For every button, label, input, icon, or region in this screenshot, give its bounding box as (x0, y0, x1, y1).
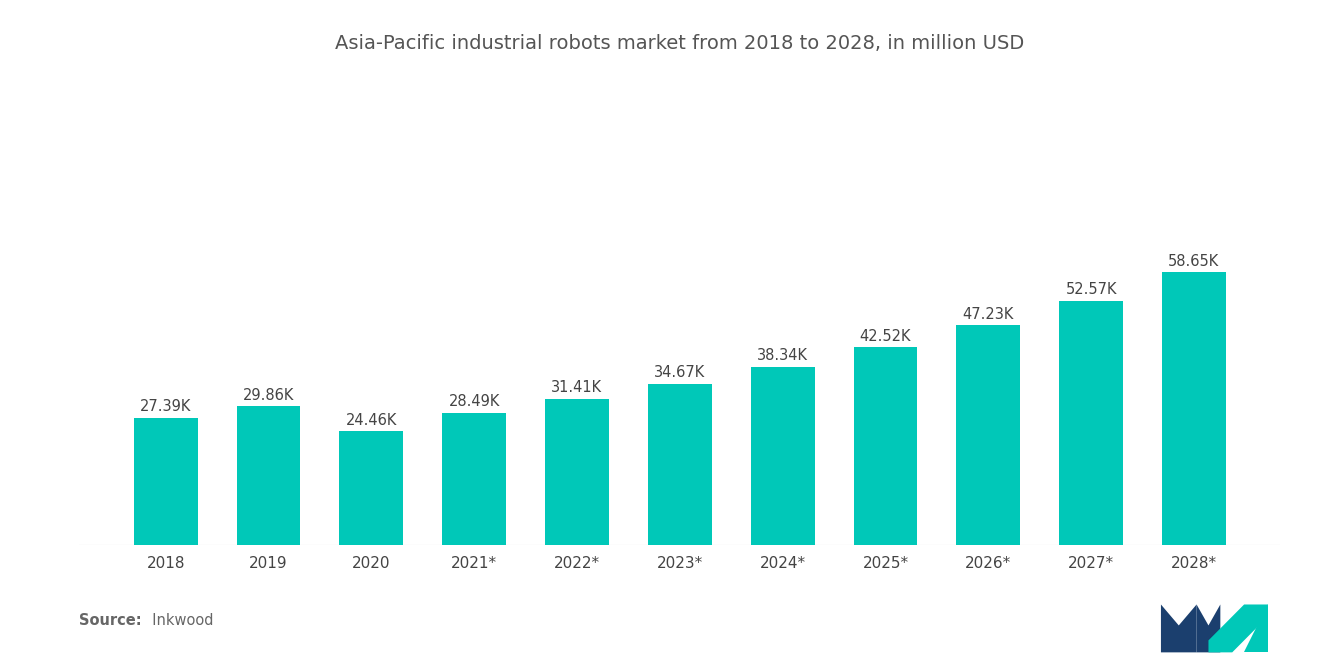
Title: Asia-Pacific industrial robots market from 2018 to 2028, in million USD: Asia-Pacific industrial robots market fr… (335, 34, 1024, 53)
Bar (545, 399, 609, 545)
Polygon shape (1162, 604, 1196, 652)
Bar (133, 418, 198, 545)
Polygon shape (1196, 604, 1220, 652)
Text: Inkwood: Inkwood (143, 613, 213, 628)
Text: 34.67K: 34.67K (655, 365, 705, 380)
Bar (751, 367, 814, 545)
Bar (339, 432, 403, 545)
Text: 27.39K: 27.39K (140, 399, 191, 414)
Text: 31.41K: 31.41K (552, 380, 602, 396)
Text: 24.46K: 24.46K (346, 413, 397, 428)
Text: 58.65K: 58.65K (1168, 253, 1220, 269)
Bar (442, 413, 506, 545)
Text: 42.52K: 42.52K (859, 329, 911, 344)
Text: 38.34K: 38.34K (758, 348, 808, 363)
Text: 47.23K: 47.23K (962, 307, 1014, 322)
Polygon shape (1243, 604, 1267, 652)
Bar (1162, 272, 1226, 545)
Text: 29.86K: 29.86K (243, 388, 294, 402)
Bar (648, 384, 711, 545)
Polygon shape (1209, 604, 1267, 652)
Bar (957, 325, 1020, 545)
Text: Source:: Source: (79, 613, 141, 628)
Text: 52.57K: 52.57K (1065, 282, 1117, 297)
Bar (854, 347, 917, 545)
Bar (1059, 301, 1123, 545)
Text: 28.49K: 28.49K (449, 394, 500, 409)
Bar (236, 406, 301, 545)
